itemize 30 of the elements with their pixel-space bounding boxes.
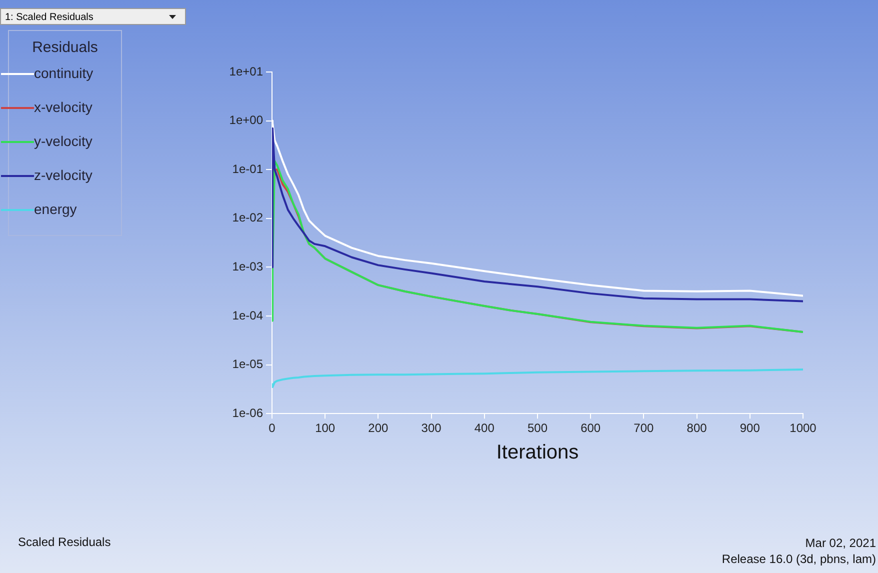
x-tick-label: 700 — [634, 421, 654, 436]
x-tick-label: 400 — [474, 421, 495, 436]
legend-label: energy — [34, 201, 77, 217]
x-tick-label: 600 — [580, 421, 601, 436]
x-tick-label: 900 — [740, 421, 760, 436]
legend-title: Residuals — [31, 39, 99, 56]
text: 1: Scaled Residuals — [5, 12, 94, 23]
y-tick-label: 1e-01 — [232, 162, 264, 176]
text: Mar 02, 2021 — [805, 536, 876, 550]
x-tick-label: 0 — [268, 421, 276, 436]
y-tick-label: 1e-04 — [232, 308, 264, 322]
y-tick-label: 1e+01 — [229, 64, 264, 78]
text: Scaled Residuals — [18, 535, 111, 549]
x-tick-label: 100 — [315, 421, 336, 436]
legend-label: y-velocity — [34, 133, 92, 149]
x-tick-label: 200 — [368, 421, 389, 436]
legend-label: x-velocity — [34, 99, 92, 115]
y-tick-label: 1e-06 — [232, 406, 264, 420]
legend-label: z-velocity — [34, 167, 92, 183]
legend-label: continuity — [34, 65, 94, 81]
y-tick-label: 1e+00 — [229, 113, 264, 128]
x-tick-label: 1000 — [790, 421, 817, 436]
y-tick-label: 1e-05 — [232, 357, 264, 372]
y-tick-label: 1e-03 — [232, 260, 264, 274]
x-axis-title: Iterations — [496, 442, 579, 464]
x-tick-label: 500 — [527, 421, 548, 436]
y-tick-label: 1e-02 — [232, 210, 264, 225]
x-tick-label: 300 — [421, 421, 442, 436]
x-tick-label: 800 — [686, 421, 708, 436]
text: Release 16.0 (3d, pbns, lam) — [722, 552, 876, 566]
